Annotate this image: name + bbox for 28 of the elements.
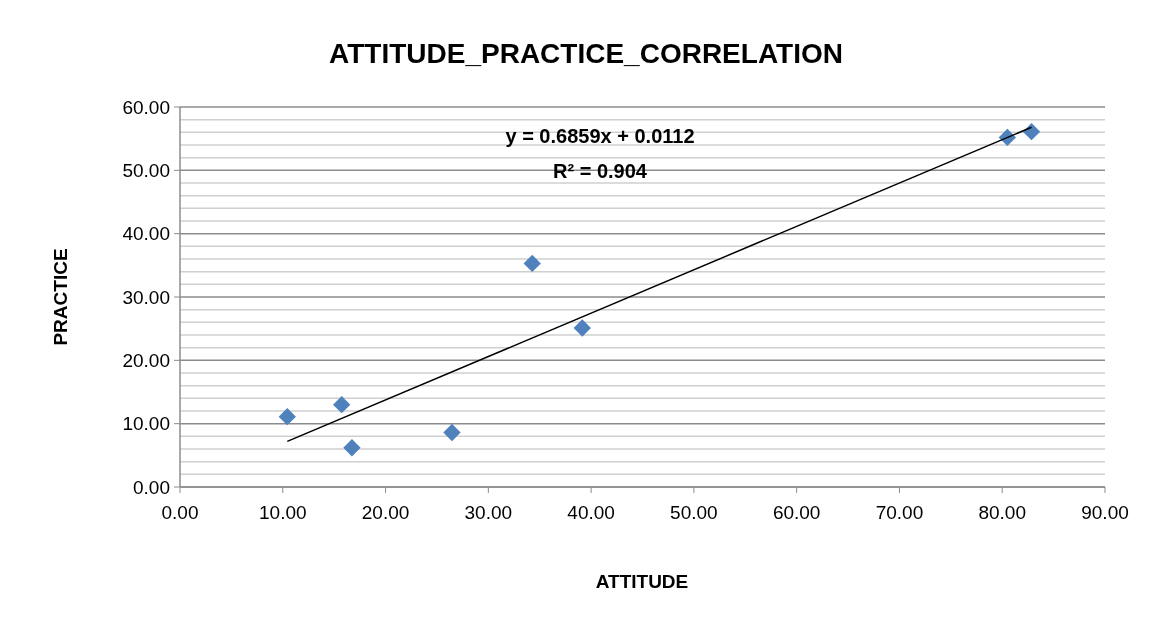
x-tick-label: 90.00: [1081, 502, 1129, 523]
annotation: y = 0.6859x + 0.0112: [505, 125, 695, 147]
y-tick-label: 20.00: [122, 349, 170, 371]
x-tick-label: 30.00: [464, 502, 513, 523]
x-tick-label: 50.00: [670, 502, 718, 523]
chart-title: ATTITUDE_PRACTICE_CORRELATION: [329, 38, 843, 69]
point: [333, 396, 351, 414]
y-tick-label: 0.00: [133, 476, 170, 498]
x-tick-label: 10.00: [259, 502, 307, 523]
point: [523, 254, 541, 273]
x-tick-label: 0.00: [161, 502, 199, 523]
x-tick-label: 20.00: [361, 502, 410, 523]
point: [443, 423, 461, 442]
point: [573, 319, 591, 337]
point: [343, 439, 361, 457]
y-tick-label: 50.00: [122, 159, 170, 181]
x-tick-label: 70.00: [875, 502, 924, 523]
y-tick-label: 10.00: [122, 413, 170, 435]
y-tick-label: 40.00: [122, 223, 170, 245]
annotation: R² = 0.904: [553, 160, 648, 182]
point: [278, 408, 296, 426]
x-axis-title: ATTITUDE: [595, 571, 689, 592]
y-axis-title: PRACTICE: [50, 248, 71, 346]
y-tick-label: 30.00: [122, 286, 170, 308]
x-tick-label: 40.00: [567, 502, 615, 523]
y-tick-label: 60.00: [122, 96, 170, 118]
x-tick-label: 60.00: [772, 502, 821, 523]
x-tick-label: 80.00: [978, 502, 1026, 523]
